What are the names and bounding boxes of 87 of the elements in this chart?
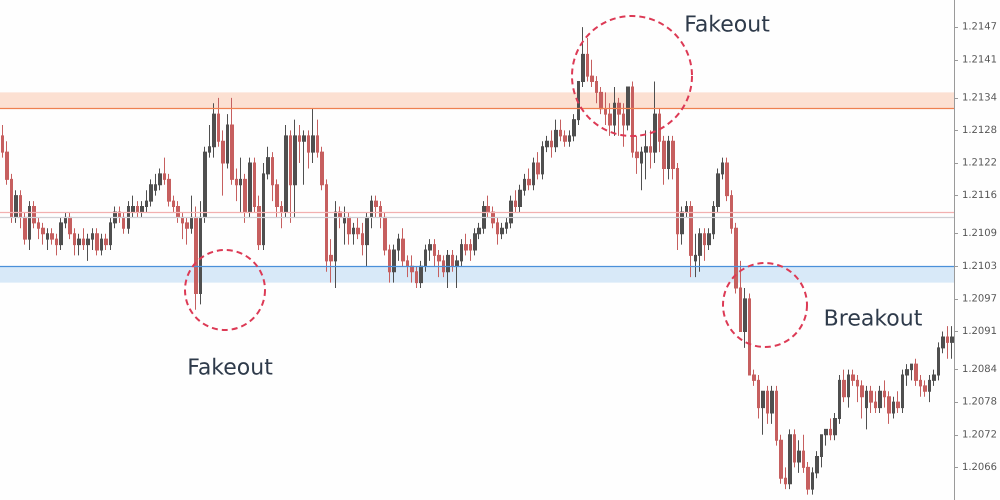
candlestick (185, 216, 189, 246)
candlestick (284, 124, 288, 218)
y-tick-label: 1.2147 (962, 22, 997, 33)
candlestick (122, 211, 125, 234)
candlestick (613, 86, 616, 136)
candlestick (419, 260, 423, 289)
candlestick (865, 385, 868, 430)
candlestick (190, 195, 193, 234)
candlestick (446, 250, 450, 289)
y-tick-label: 1.2072 (962, 429, 997, 440)
candlestick (869, 385, 873, 414)
candlestick (41, 222, 45, 246)
candlestick (343, 206, 346, 246)
candlestick (703, 228, 706, 262)
candlestick (298, 124, 301, 164)
y-tick-label: 1.2066 (962, 462, 997, 473)
candlestick (307, 130, 310, 169)
y-tick-label: 1.2103 (962, 260, 997, 272)
candlestick (136, 200, 139, 218)
y-tick-label: 1.2128 (962, 124, 997, 136)
candlestick (194, 206, 198, 310)
candlestick (536, 152, 540, 180)
candlestick (311, 108, 315, 164)
candlestick (239, 157, 242, 212)
candlestick (28, 200, 31, 250)
candlestick (514, 190, 517, 212)
y-tick-label: 1.2122 (962, 158, 997, 169)
candlestick (243, 173, 247, 224)
candlestick (248, 157, 252, 218)
y-tick-label: 1.2084 (962, 364, 997, 376)
candlestick (451, 250, 454, 272)
candlestick (302, 130, 306, 186)
y-tick-label: 1.2091 (962, 326, 997, 338)
candlestick (896, 390, 900, 414)
candlestick (793, 428, 796, 468)
candlestick (95, 228, 99, 256)
candlestick (199, 200, 202, 305)
candlestick (46, 228, 49, 250)
candlestick (689, 200, 693, 278)
candlestick (649, 130, 652, 169)
candlestick (527, 168, 531, 191)
candlestick (766, 385, 769, 424)
annotation: Fakeout (187, 356, 274, 380)
annotation: Breakout (824, 306, 923, 332)
y-tick-label: 1.2141 (962, 54, 997, 66)
candlestick (293, 119, 297, 218)
candlestick (842, 369, 846, 403)
y-tick-label: 1.2116 (962, 190, 997, 202)
candlestick (500, 222, 504, 240)
candlestick (829, 418, 832, 441)
candlestick (82, 228, 85, 250)
candlestick (365, 211, 369, 267)
candlestick (289, 130, 292, 224)
candlestick (743, 288, 747, 348)
y-tick-label: 1.2134 (962, 92, 997, 104)
candlestick (59, 216, 63, 250)
y-tick-label: 1.2078 (962, 396, 997, 408)
candlestick (19, 190, 22, 229)
candlestick (14, 190, 18, 224)
candlestick (667, 135, 670, 180)
candlestick (100, 233, 103, 256)
candlestick (370, 195, 373, 229)
candlestick (878, 385, 882, 414)
candlestick (626, 86, 630, 131)
candlestick (212, 102, 216, 158)
candlestick (226, 114, 229, 169)
candlestick (550, 130, 553, 158)
candlestick (797, 440, 801, 474)
candlestick (347, 211, 351, 246)
candlestick (334, 200, 337, 289)
candlestick (761, 390, 765, 436)
candlestick (352, 222, 355, 246)
candlestick (23, 211, 27, 246)
candlestick (77, 233, 81, 256)
candlestick (950, 326, 954, 360)
candlestick (532, 157, 535, 191)
candlestick (770, 385, 774, 424)
candlestick (946, 326, 949, 360)
y-tick-label: 1.2109 (962, 228, 997, 240)
y-tick-label: 1.2097 (962, 293, 997, 304)
candlestick (554, 119, 558, 153)
candlestick (847, 369, 850, 408)
candlestick (104, 233, 108, 250)
candlestick (892, 396, 895, 419)
annotation: Fakeout (684, 12, 770, 38)
candlestick (653, 81, 657, 164)
candlestick (788, 428, 792, 490)
